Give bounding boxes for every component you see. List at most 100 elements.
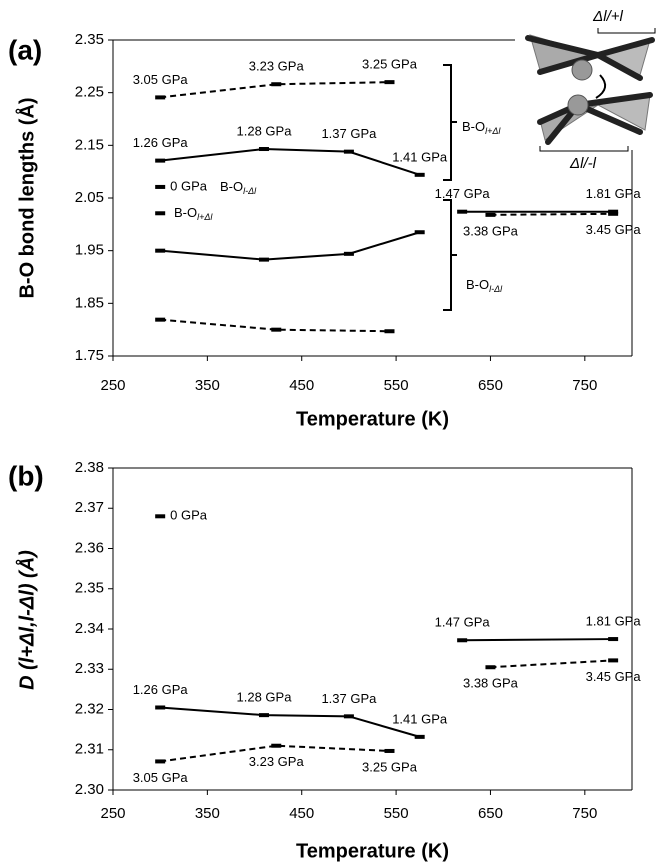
y-tick-label: 1.85 xyxy=(75,294,104,311)
data-point xyxy=(414,230,425,235)
data-point xyxy=(384,329,395,334)
annotation: B-Ol-Δl xyxy=(466,277,503,294)
data-point xyxy=(608,209,619,214)
data-point xyxy=(155,759,166,764)
y-tick-label: 2.36 xyxy=(75,539,104,556)
data-point xyxy=(343,251,354,256)
x-tick-label: 450 xyxy=(289,805,314,822)
data-point xyxy=(608,211,619,216)
point-label: 3.25 GPa xyxy=(362,57,418,72)
brace xyxy=(443,64,457,181)
x-tick-label: 750 xyxy=(572,377,597,394)
x-tick-label: 650 xyxy=(478,377,503,394)
annotation-text: B-O xyxy=(462,119,485,134)
y-tick-label: 2.33 xyxy=(75,660,104,677)
data-point xyxy=(155,95,166,100)
data-point xyxy=(485,665,496,670)
data-point xyxy=(155,248,166,253)
brace xyxy=(443,199,457,311)
data-point xyxy=(271,743,282,748)
y-tick-label: 2.37 xyxy=(75,499,104,516)
point-label: 1.26 GPa xyxy=(133,135,189,150)
data-point xyxy=(155,705,166,710)
data-point xyxy=(608,637,619,642)
data-point xyxy=(343,149,354,154)
point-label: 3.45 GPa xyxy=(586,669,642,684)
x-tick-label: 450 xyxy=(289,377,314,394)
x-tick-label: 350 xyxy=(195,377,220,394)
data-point xyxy=(457,638,468,643)
x-tick-label: 250 xyxy=(100,377,125,394)
x-axis-title: Temperature (K) xyxy=(296,840,449,862)
data-point xyxy=(608,658,619,663)
data-point xyxy=(271,82,282,87)
point-label: 3.45 GPa xyxy=(586,222,642,237)
series-line xyxy=(160,81,390,99)
x-tick-label: 550 xyxy=(384,377,409,394)
inset-label: Δl/-l xyxy=(569,155,597,172)
x-axis-title: Temperature (K) xyxy=(296,408,449,430)
data-point xyxy=(258,257,269,262)
data-point xyxy=(384,748,395,753)
frame-a xyxy=(113,39,633,356)
point-label: 3.38 GPa xyxy=(463,676,519,691)
series-line xyxy=(160,706,420,738)
point-label: 1.81 GPa xyxy=(586,614,642,629)
annotation-subscript: l+Δl xyxy=(485,126,501,136)
point-label: 3.05 GPa xyxy=(133,72,189,87)
data-point xyxy=(155,184,166,189)
y-axis-title: B-O bond lengths (Å) xyxy=(14,97,38,298)
point-label: 3.23 GPa xyxy=(249,754,305,769)
data-point xyxy=(155,158,166,163)
y-tick-label: 2.31 xyxy=(75,741,104,758)
y-tick-label: 2.35 xyxy=(75,580,104,597)
data-point xyxy=(258,713,269,718)
data-point xyxy=(155,211,166,216)
y-tick-label: 2.38 xyxy=(75,459,104,476)
annotation: B-Ol+Δl xyxy=(462,119,501,136)
point-label: 1.47 GPa xyxy=(435,186,491,201)
series-line xyxy=(160,744,390,763)
y-tick-label: 2.30 xyxy=(75,781,104,798)
series-line xyxy=(160,318,390,333)
point-label: 3.38 GPa xyxy=(463,223,519,238)
annotation: B-Ol-Δl xyxy=(220,179,257,196)
frame-b xyxy=(113,467,633,790)
x-tick-label: 750 xyxy=(572,805,597,822)
y-tick-label: 2.05 xyxy=(75,189,104,206)
annotation-text: B-O xyxy=(220,179,243,194)
data-point xyxy=(414,172,425,177)
series-line xyxy=(462,638,614,642)
point-label: 1.28 GPa xyxy=(237,690,293,705)
annotation-subscript: l+Δl xyxy=(197,212,213,222)
annotation-text: B-O xyxy=(466,277,489,292)
point-label: 1.37 GPa xyxy=(321,126,377,141)
inset-structure xyxy=(525,28,656,152)
point-label: 1.41 GPa xyxy=(392,149,448,164)
annotation-subscript: l-Δl xyxy=(489,284,503,294)
annotation-text: B-O xyxy=(174,205,197,220)
y-tick-label: 2.32 xyxy=(75,700,104,717)
inset-label: Δl/+l xyxy=(592,8,623,25)
annotation-subscript: l-Δl xyxy=(243,186,257,196)
data-point xyxy=(155,317,166,322)
point-label: 1.47 GPa xyxy=(435,615,491,630)
data-point xyxy=(155,514,166,519)
y-tick-label: 2.34 xyxy=(75,620,104,637)
point-label: 0 GPa xyxy=(170,178,208,193)
point-label: 3.05 GPa xyxy=(133,770,189,785)
data-point xyxy=(485,212,496,217)
data-point xyxy=(414,734,425,739)
x-tick-label: 350 xyxy=(195,805,220,822)
point-label: 1.81 GPa xyxy=(586,186,642,201)
y-tick-label: 1.95 xyxy=(75,242,104,259)
series-line xyxy=(490,659,614,669)
y-tick-label: 1.75 xyxy=(75,347,104,364)
y-tick-label: 2.35 xyxy=(75,31,104,48)
point-label: 1.28 GPa xyxy=(237,123,293,138)
panel-label: (a) xyxy=(8,34,42,65)
x-tick-label: 250 xyxy=(100,805,125,822)
x-tick-label: 550 xyxy=(384,805,409,822)
data-point xyxy=(343,714,354,719)
point-label: 3.23 GPa xyxy=(249,59,305,74)
